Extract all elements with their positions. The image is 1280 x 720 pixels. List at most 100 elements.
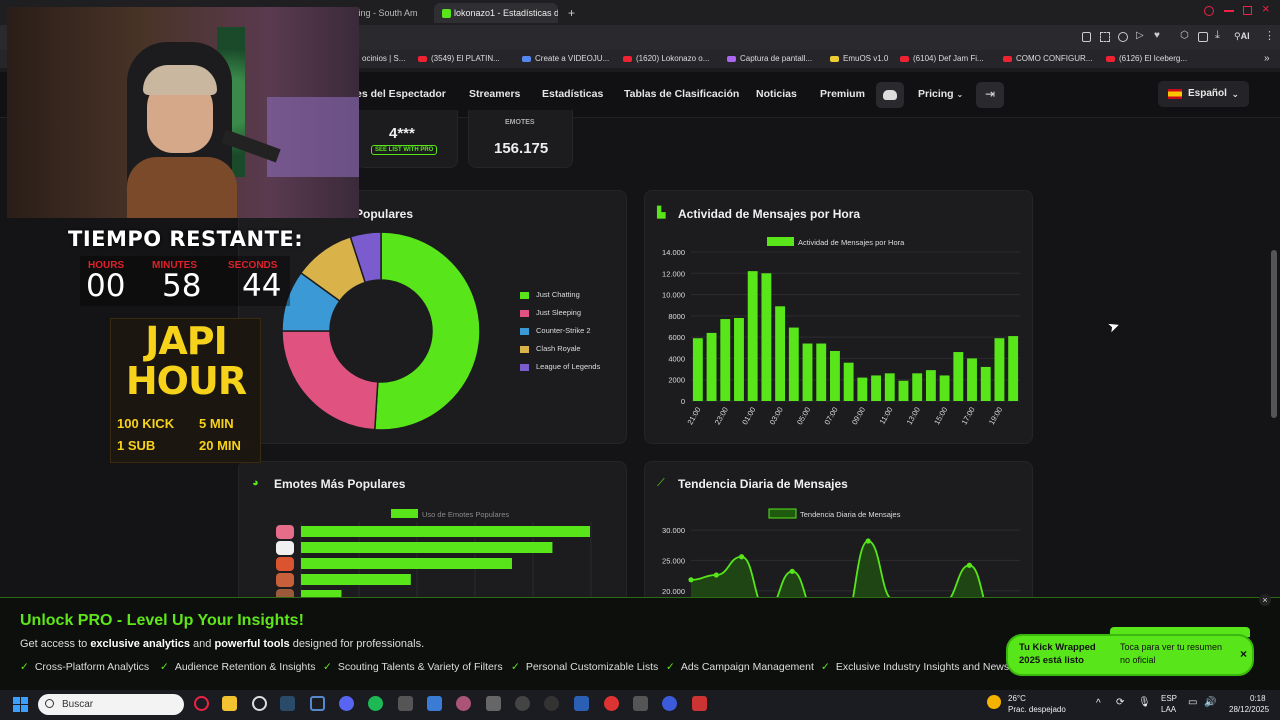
legend-swatch[interactable] [520,328,529,335]
login-button[interactable]: ⇥ [976,82,1004,108]
shield-icon[interactable] [574,696,589,711]
new-tab-button[interactable]: + [568,6,576,20]
app-icon[interactable] [515,696,530,711]
legend-label[interactable]: Counter-Strike 2 [536,326,591,335]
tray-app-icon[interactable]: ⟳ [1116,697,1125,708]
bar [734,317,744,401]
app-icon[interactable] [604,696,619,711]
legend-swatch[interactable] [520,310,529,317]
language-label: Español [1188,88,1227,99]
bookmark[interactable]: Captura de pantall... [727,50,812,68]
bookmark[interactable]: COMO CONFIGUR... [1003,50,1092,68]
chrome-icon[interactable] [252,696,267,711]
close-toast-icon[interactable]: × [1240,647,1248,661]
extensions-icon[interactable]: ⬡ [1180,30,1189,41]
nav-news[interactable]: Noticias [756,88,797,100]
settings-icon[interactable] [486,696,501,711]
emote-bar [301,590,342,601]
emotes-label: EMOTES [505,119,535,126]
browser-tab[interactable]: king - South Am [346,3,428,23]
block-icon[interactable] [1118,32,1128,42]
nav-statistics[interactable]: Estadísticas [542,88,604,100]
microphone-icon[interactable]: 🎙 [1138,697,1151,708]
x-tick-label: 11:00 [878,406,895,426]
bookmark[interactable]: Create a VIDEOJU... [522,50,609,68]
legend-label[interactable]: League of Legends [536,362,601,371]
bar [761,273,772,401]
game-icon[interactable] [456,696,471,711]
nav-premium[interactable]: Premium [820,88,865,100]
feature-label: Personal Customizable Lists [525,661,659,673]
bookmark[interactable]: (6126) El Iceberg... [1106,50,1187,68]
bookmark[interactable]: EmuOS v1.0 [830,50,888,68]
pin-icon[interactable] [1082,32,1091,42]
bookmark[interactable]: (1620) Lokonazo o... [623,50,709,68]
close-window-icon[interactable]: × [1262,1,1270,16]
ai-button[interactable]: ⚲AI [1234,31,1250,41]
tray-chevron-icon[interactable]: ^ [1096,698,1101,709]
nav-leaderboards[interactable]: Tablas de Clasificación [624,88,740,100]
spotify-icon[interactable] [368,696,383,711]
obs-icon[interactable] [662,696,677,711]
play-icon[interactable]: ▷ [1136,30,1144,41]
bookmark[interactable]: ocinios | S... [362,50,405,68]
nav-streamers[interactable]: Streamers [469,88,521,100]
app-icon[interactable] [310,696,325,711]
youtube-icon [418,55,427,62]
legend-swatch[interactable] [520,346,529,353]
taskbar-search-input[interactable]: Buscar [38,694,184,715]
opera-icon[interactable] [194,696,209,711]
maximize-icon[interactable] [1243,6,1252,15]
promo-desc-bold: exclusive analytics [90,638,190,650]
legend-swatch[interactable] [520,292,529,299]
file-explorer-icon[interactable] [222,696,237,711]
terminal-icon[interactable] [398,696,413,711]
windows-start-icon[interactable] [13,697,28,712]
wallet-icon[interactable] [1198,32,1208,42]
screenshot-icon[interactable] [1100,32,1110,42]
nav-pricing[interactable]: Pricing ⌄ [918,88,963,100]
minimize-icon[interactable] [1224,10,1234,12]
bar [802,343,813,401]
download-icon[interactable]: ⤓ [1215,29,1220,41]
promo-feature: ✓ Ads Campaign Management [666,661,814,673]
menu-icon[interactable]: ⋮ [1264,30,1275,42]
check-icon: ✓ [511,661,520,673]
legend-label: Tendencia Diaria de Mensajes [800,510,901,519]
bookmarks-overflow-icon[interactable]: » [1264,53,1270,64]
hourly-activity-card: ▙ Actividad de Mensajes por Hora Activid… [644,190,1033,444]
network-icon[interactable]: ▭ [1188,697,1198,708]
volume-icon[interactable]: 🔊 [1204,697,1217,708]
data-point [789,568,795,574]
app-icon[interactable] [544,696,559,711]
see-list-pro-badge[interactable]: SEE LIST WITH PRO [371,145,438,155]
keyboard-lang-top[interactable]: ESP [1161,694,1178,703]
discord-button[interactable] [876,82,904,108]
purple-light [267,97,359,177]
clock-time[interactable]: 0:18 [1250,694,1266,703]
search-tabs-icon[interactable] [1204,6,1214,16]
legend-label[interactable]: Just Sleeping [536,308,582,317]
kick-wrapped-toast[interactable]: Tu Kick Wrapped 2025 está listo Toca par… [1006,634,1254,676]
weather-icon[interactable] [987,695,1001,709]
nav-viewer-stats[interactable]: es del Espectador [356,88,446,100]
legend-label[interactable]: Just Chatting [536,290,580,299]
bookmark[interactable]: (3549) El PLATIN... [418,50,500,68]
discord-taskbar-icon[interactable] [339,696,354,711]
heart-icon[interactable]: ♥ [1154,30,1160,41]
page-scrollbar[interactable] [1271,250,1277,418]
close-promo-icon[interactable]: × [1259,594,1271,606]
notepad-icon[interactable] [427,696,442,711]
app-icon[interactable] [692,696,707,711]
daily-area-chart: Tendencia Diaria de Mensajes 30.000 25.00… [662,508,1023,612]
language-selector[interactable]: Español ⌄ [1158,81,1249,107]
bar [925,370,936,401]
browser-tab-active[interactable]: lokonazo1 - Estadísticas d [434,3,558,23]
upgrade-button-edge[interactable] [1110,627,1250,637]
japi-hour-panel: JAPI HOUR 100 KICK 5 MIN 1 SUB 20 MIN [110,318,261,463]
legend-label[interactable]: Clash Royale [536,344,581,353]
legend-swatch[interactable] [520,364,529,371]
bookmark[interactable]: (6104) Def Jam Fi... [900,50,984,68]
steam-icon[interactable] [280,696,295,711]
app-icon[interactable] [633,696,648,711]
